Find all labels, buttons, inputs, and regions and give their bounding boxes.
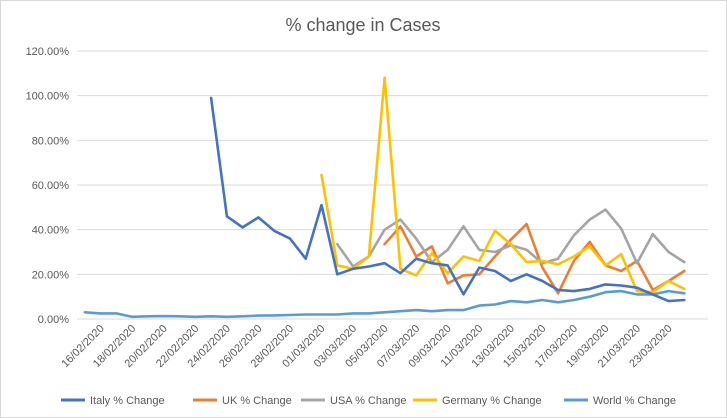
y-tick-label: 120.00% <box>26 46 70 58</box>
series-line <box>320 76 686 294</box>
legend: Italy % Change UK % Change USA % Change Ger… <box>61 395 676 407</box>
x-axis-ticks: 16/02/202018/02/202020/02/202022/02/2020… <box>59 323 674 370</box>
gridlines <box>77 50 708 320</box>
y-tick-label: 40.00% <box>32 225 70 237</box>
series-uk-change <box>383 222 686 295</box>
series-line <box>209 96 686 303</box>
y-tick-label: 80.00% <box>32 135 70 147</box>
legend-label: UK % Change <box>222 395 292 407</box>
legend-item: USA % Change <box>301 395 406 407</box>
y-tick-label: 60.00% <box>32 180 70 192</box>
series-line <box>383 222 686 295</box>
legend-label: USA % Change <box>330 395 406 407</box>
legend-item: Italy % Change <box>61 395 165 407</box>
series-germany-change <box>320 76 686 294</box>
series-line <box>83 289 686 319</box>
series-world-change <box>83 289 686 319</box>
legend-item: Germany % Change <box>413 395 542 407</box>
legend-label: Germany % Change <box>442 395 542 407</box>
y-tick-label: 0.00% <box>38 314 69 326</box>
legend-item: UK % Change <box>193 395 292 407</box>
legend-label: World % Change <box>593 395 676 407</box>
series-lines <box>83 76 686 319</box>
y-tick-label: 100.00% <box>26 91 70 103</box>
legend-label: Italy % Change <box>90 395 165 407</box>
series-italy-change <box>209 96 686 303</box>
legend-item: World % Change <box>564 395 676 407</box>
y-axis-ticks: 0.00% 20.00% 40.00% 60.00% 80.00% 100.00% 120.… <box>26 46 70 326</box>
chart-title: % change in Cases <box>285 15 440 35</box>
y-tick-label: 20.00% <box>32 269 70 281</box>
